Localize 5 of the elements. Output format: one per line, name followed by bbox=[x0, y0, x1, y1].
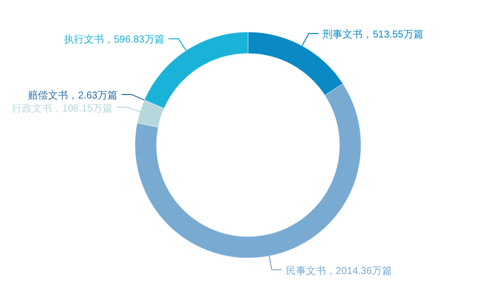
slice-label: 行政文书，108.15万篇 bbox=[12, 102, 113, 114]
slice-label: 刑事文书，513.55万篇 bbox=[322, 28, 424, 40]
slice-label: 执行文书，596.83万篇 bbox=[64, 34, 164, 46]
slice-label: 赔偿文书，2.63万篇 bbox=[28, 89, 118, 102]
slice-label: 民事文书，2014.36万篇 bbox=[286, 264, 392, 277]
